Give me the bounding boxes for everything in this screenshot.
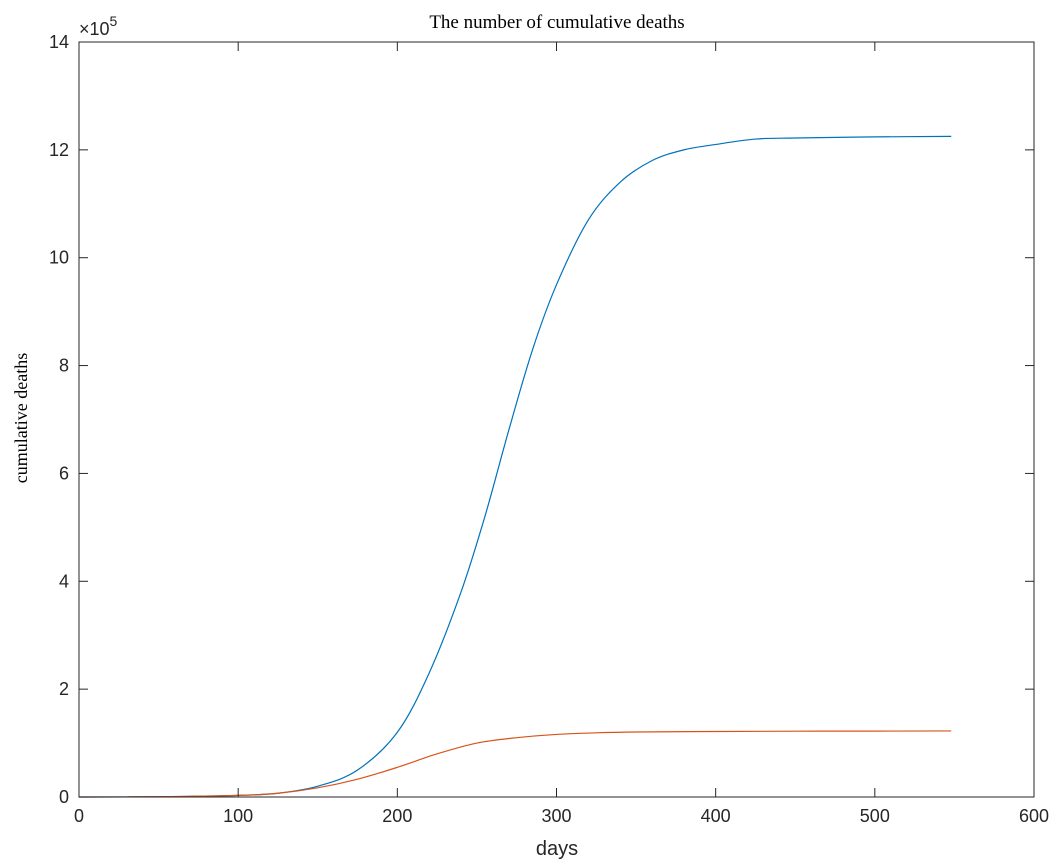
- axes-box: [78, 41, 1035, 798]
- y-exponent-label: ×105: [79, 13, 118, 39]
- y-tick-label: 14: [49, 32, 69, 52]
- y-exponent-power: 5: [110, 13, 118, 29]
- x-tick-label: 500: [860, 806, 890, 826]
- x-tick-label: 300: [541, 806, 571, 826]
- y-tick-label: 6: [59, 463, 69, 483]
- y-tick-label: 8: [59, 356, 69, 376]
- y-exponent-base: ×10: [79, 19, 110, 39]
- series-line-1: [78, 135, 952, 798]
- chart-title: The number of cumulative deaths: [429, 12, 684, 33]
- axes-layer: [78, 41, 1035, 798]
- x-tick-label: 400: [701, 806, 731, 826]
- x-tick-label: 0: [74, 806, 84, 826]
- text-layer: The number of cumulative deaths days cum…: [11, 12, 1049, 860]
- plot-layer: [78, 135, 952, 798]
- series-line-2: [78, 730, 952, 798]
- x-tick-label: 100: [223, 806, 253, 826]
- x-tick-label: 200: [382, 806, 412, 826]
- x-axis-label: days: [536, 838, 578, 860]
- y-tick-label: 0: [59, 787, 69, 807]
- y-axis-label: cumulative deaths: [11, 353, 31, 483]
- x-tick-label: 600: [1019, 806, 1049, 826]
- y-tick-label: 4: [59, 571, 69, 591]
- y-tick-label: 10: [49, 248, 69, 268]
- y-tick-label: 2: [59, 679, 69, 699]
- y-tick-label: 12: [49, 140, 69, 160]
